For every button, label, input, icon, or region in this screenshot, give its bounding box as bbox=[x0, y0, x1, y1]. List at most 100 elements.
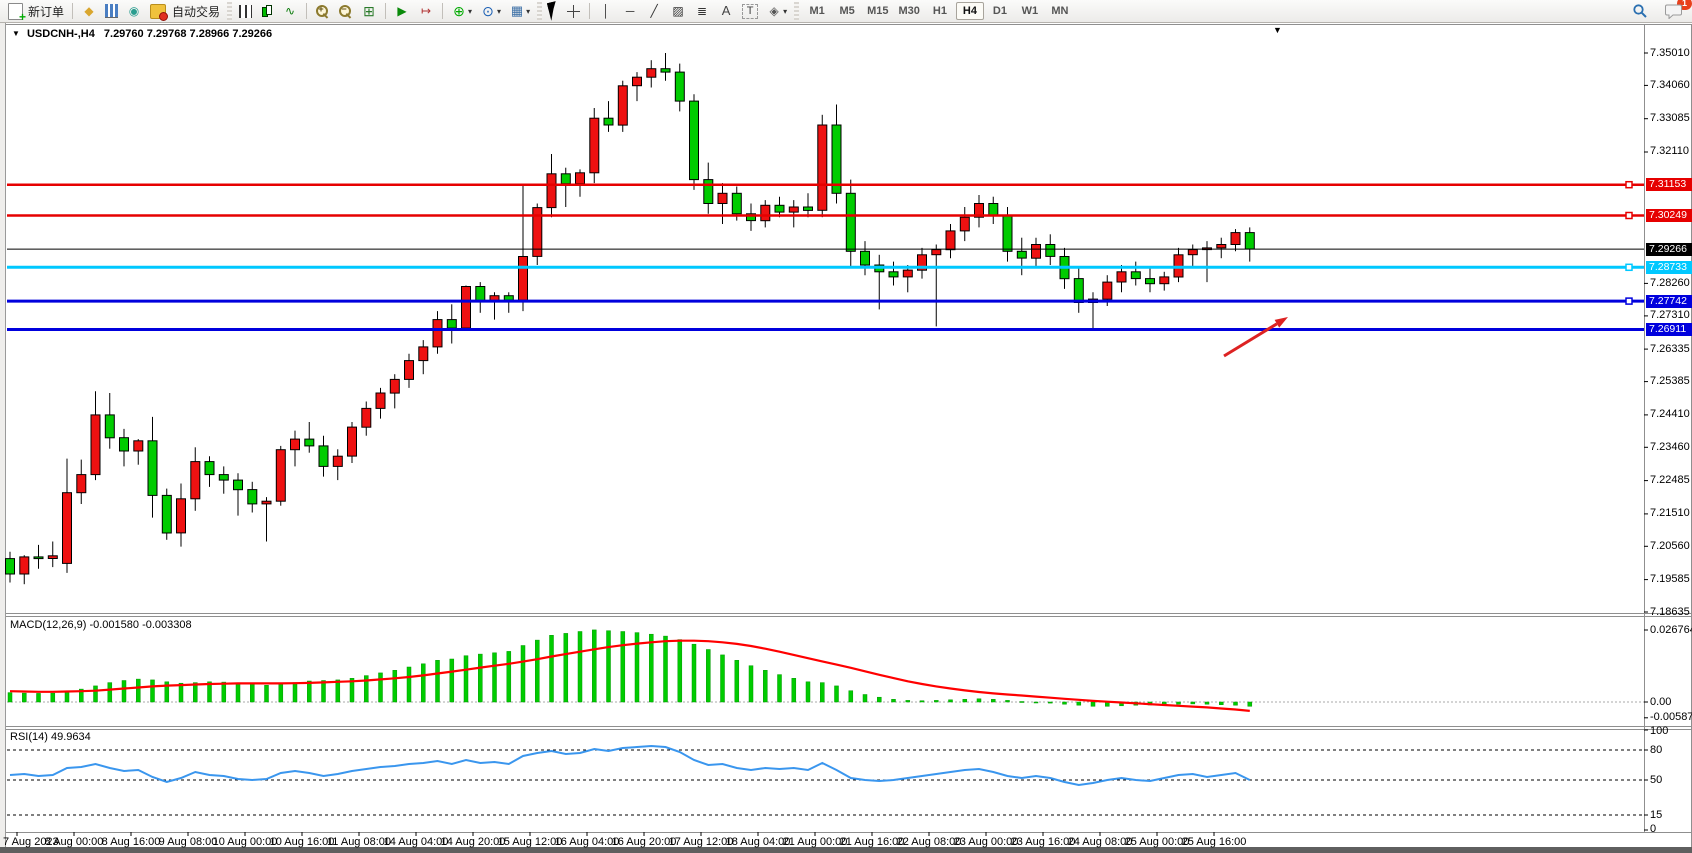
macd-histogram-bar bbox=[663, 635, 668, 703]
macd-histogram-bar bbox=[50, 692, 56, 703]
macd-histogram-bar bbox=[178, 682, 184, 703]
vertical-line-tool-button[interactable]: │ bbox=[595, 1, 617, 21]
macd-histogram-bar bbox=[250, 683, 255, 703]
price-badge: 7.30249 bbox=[1646, 209, 1692, 223]
market-watch-button[interactable]: ◉ bbox=[123, 1, 145, 21]
templates-button[interactable]: ▦ ▾ bbox=[510, 3, 531, 18]
macd-histogram-bar bbox=[235, 682, 241, 703]
chart-shift-button[interactable]: ↦ bbox=[415, 1, 437, 21]
candle-down bbox=[1073, 278, 1084, 304]
dealer-button[interactable]: ◆ bbox=[78, 1, 100, 21]
macd-histogram-bar bbox=[64, 690, 70, 703]
macd-histogram-bar bbox=[1176, 701, 1181, 705]
macd-histogram-bar bbox=[592, 629, 597, 703]
new-order-icon bbox=[8, 2, 26, 24]
bar-chart-icon bbox=[239, 4, 253, 18]
time-axis-label: 9 Aug 08:00 bbox=[158, 836, 218, 848]
macd-histogram-bar bbox=[991, 699, 996, 703]
candle-up bbox=[945, 230, 956, 251]
macd-histogram-bar bbox=[962, 699, 968, 703]
tab-timeframe-MN[interactable]: MN bbox=[1051, 5, 1069, 17]
macd-histogram-bar bbox=[1019, 701, 1025, 703]
panel-separator[interactable] bbox=[6, 613, 1692, 614]
candle-up bbox=[1187, 249, 1198, 256]
chart-collapse-icon[interactable]: ▼ bbox=[12, 29, 20, 38]
candle-up bbox=[332, 455, 343, 467]
text-tool-button[interactable]: A bbox=[715, 1, 737, 21]
macd-histogram-bar bbox=[720, 654, 725, 703]
tab-timeframe-H4[interactable]: H4 bbox=[955, 2, 984, 20]
panel-separator[interactable] bbox=[6, 616, 1692, 617]
rsi-line bbox=[9, 744, 1251, 787]
arrows-tool-button[interactable]: ◈ ▾ bbox=[763, 1, 790, 21]
macd-histogram-bar bbox=[492, 652, 497, 703]
equidistant-channel-tool-button[interactable]: ▨ bbox=[667, 1, 689, 21]
cursor-tool-button[interactable] bbox=[546, 1, 561, 21]
tab-timeframe-D1[interactable]: D1 bbox=[992, 5, 1007, 17]
crosshair-tool-button[interactable] bbox=[563, 1, 584, 21]
panel-separator[interactable] bbox=[6, 726, 1692, 727]
text-icon: A bbox=[721, 3, 731, 18]
candle-up bbox=[133, 440, 144, 452]
tab-timeframe-H1[interactable]: H1 bbox=[932, 5, 947, 17]
line-drag-handle bbox=[1625, 263, 1633, 272]
macd-histogram-bar bbox=[1076, 701, 1082, 706]
macd-histogram-bar bbox=[278, 683, 284, 703]
candle-up bbox=[760, 204, 771, 222]
line-chart-mode-button[interactable]: ∿ bbox=[279, 1, 301, 21]
macd-histogram-bar bbox=[164, 681, 170, 703]
macd-histogram-bar bbox=[193, 682, 198, 703]
search-icon bbox=[1633, 4, 1647, 18]
periods-icon: ⊙ bbox=[482, 3, 494, 19]
periods-button[interactable]: ⊙ ▾ bbox=[477, 1, 504, 21]
search-button[interactable] bbox=[1629, 1, 1651, 21]
tab-timeframe-W1[interactable]: W1 bbox=[1021, 5, 1039, 17]
arrow-annotation[interactable] bbox=[1223, 322, 1278, 358]
tab-timeframe-M15[interactable]: M15 bbox=[867, 5, 889, 17]
tab-timeframe-M30[interactable]: M30 bbox=[898, 5, 920, 17]
notifications-button[interactable]: 1 bbox=[1662, 0, 1692, 21]
zoom-out-button[interactable]: − bbox=[335, 1, 356, 21]
zoom-in-button[interactable]: + bbox=[312, 1, 333, 21]
text-label-tool-button[interactable]: T bbox=[739, 1, 761, 21]
new-chart-button[interactable] bbox=[102, 1, 121, 21]
candle-down bbox=[446, 319, 457, 329]
fibonacci-tool-button[interactable]: ≣ bbox=[691, 1, 713, 21]
trendline-tool-button[interactable]: ╱ bbox=[643, 1, 665, 21]
macd-histogram-bar bbox=[834, 685, 839, 703]
bar-chart-mode-button[interactable] bbox=[236, 1, 255, 21]
time-axis-label: 21 Aug 00:00 bbox=[782, 836, 848, 848]
panel-separator[interactable] bbox=[6, 729, 1692, 730]
candle-down bbox=[603, 117, 614, 126]
price-tick-label: 7.22485 bbox=[1650, 474, 1690, 487]
candlestick-mode-button[interactable] bbox=[257, 1, 277, 21]
chart-shift-marker[interactable]: ▼ bbox=[1273, 25, 1282, 35]
tab-timeframe-M1[interactable]: M1 bbox=[809, 5, 825, 17]
price-tick-label: 7.27310 bbox=[1650, 309, 1690, 322]
auto-trading-button[interactable]: 自动交易 bbox=[147, 1, 223, 21]
new-order-button[interactable]: 新订单 bbox=[5, 1, 67, 24]
indicators-button[interactable]: ⊕ ▾ bbox=[448, 1, 475, 21]
tab-timeframe-M5[interactable]: M5 bbox=[839, 5, 855, 17]
macd-histogram-bar bbox=[207, 681, 212, 703]
macd-histogram-bar bbox=[79, 688, 84, 703]
horizontal-line-tool-button[interactable]: ─ bbox=[619, 1, 641, 21]
candle-up bbox=[190, 461, 201, 500]
macd-signal-line bbox=[9, 639, 1250, 712]
price-axis-border[interactable] bbox=[1644, 24, 1645, 833]
candle-up bbox=[418, 346, 429, 362]
macd-histogram-bar bbox=[1062, 701, 1067, 705]
macd-histogram-bar bbox=[535, 639, 540, 703]
macd-histogram-bar bbox=[649, 633, 654, 703]
tile-windows-button[interactable]: ⊞ bbox=[358, 1, 380, 21]
status-bar bbox=[0, 847, 1692, 853]
macd-histogram-bar bbox=[620, 631, 626, 703]
auto-scroll-button[interactable]: ▶ bbox=[391, 1, 413, 21]
candle-up bbox=[461, 286, 471, 329]
macd-histogram-bar bbox=[848, 690, 854, 703]
macd-histogram-bar bbox=[634, 632, 640, 703]
candle-up bbox=[1031, 244, 1041, 259]
macd-histogram-bar bbox=[820, 682, 825, 703]
chat-bubble-icon bbox=[1665, 4, 1682, 19]
